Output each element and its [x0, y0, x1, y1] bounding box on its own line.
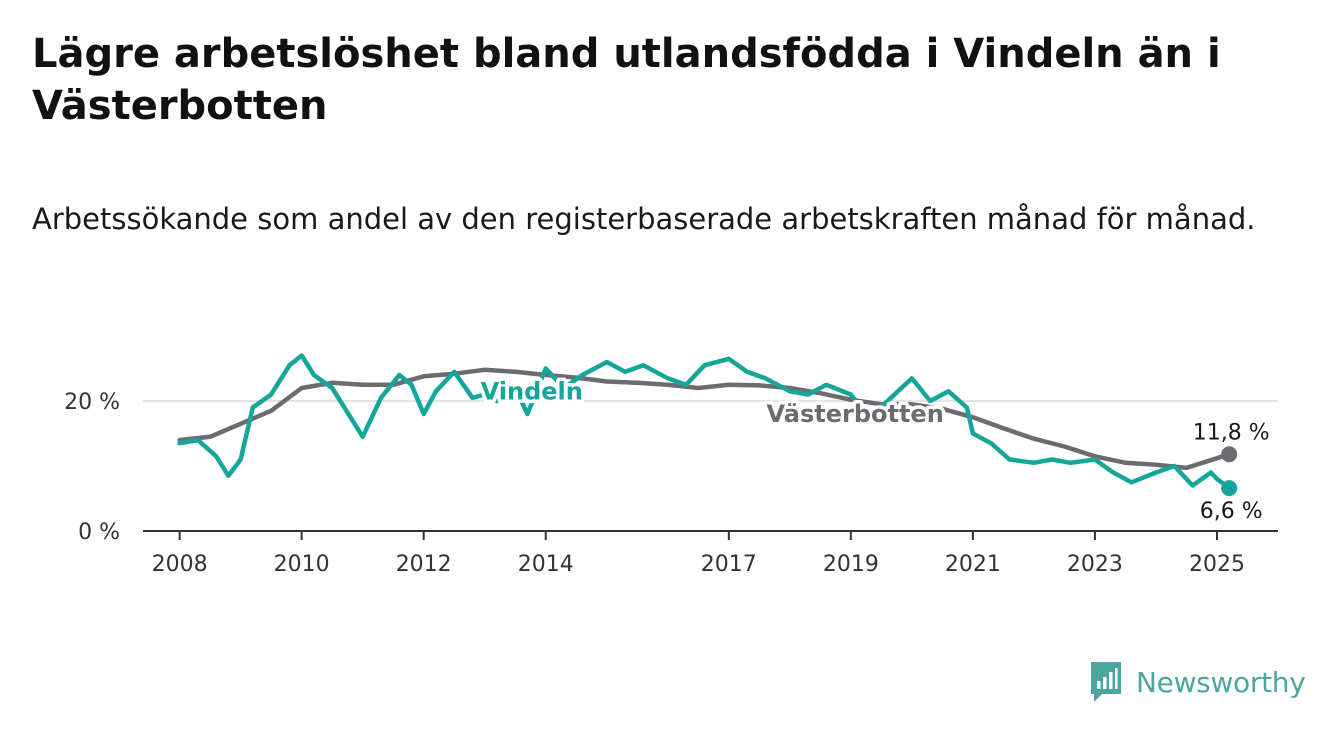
end-point-vindeln [1221, 480, 1238, 497]
newsworthy-logo: Newsworthy [1088, 660, 1306, 704]
series-layer [177, 353, 1238, 497]
series-name-label: Västerbotten [766, 400, 943, 428]
end-value-label: 6,6 % [1200, 499, 1263, 524]
x-tick-label: 2012 [396, 552, 452, 577]
page-subtitle: Arbetssökande som andel av den registerb… [32, 202, 1256, 236]
series-name-label: Vindeln [481, 377, 583, 405]
series-line-vindeln [177, 353, 1232, 491]
newsworthy-logo-icon [1091, 662, 1121, 702]
end-point-västerbotten [1221, 446, 1238, 463]
label-layer: 11,8 % 6,6 % Västerbotten Vindeln [477, 374, 1270, 524]
y-tick-label: 20 % [64, 390, 120, 415]
series-line-västerbotten [177, 367, 1232, 471]
x-tick-label: 2023 [1067, 552, 1123, 577]
x-tick-label: 2010 [274, 552, 330, 577]
page-title: Lägre arbetslöshet bland utlandsfödda i … [32, 31, 1221, 129]
x-tick-label: 2017 [701, 552, 757, 577]
x-tick-label: 2019 [823, 552, 879, 577]
axis-layer: 0 % 20 % 2008 2010 2012 2014 2017 2019 2021 2023 2… [64, 390, 1278, 577]
x-tick-label: 2025 [1189, 552, 1245, 577]
brand-name: Newsworthy [1136, 665, 1306, 699]
y-tick-label: 0 % [78, 520, 120, 545]
end-value-label: 11,8 % [1193, 420, 1270, 445]
x-tick-label: 2021 [945, 552, 1001, 577]
x-tick-label: 2014 [518, 552, 574, 577]
x-tick-label: 2008 [152, 552, 208, 577]
